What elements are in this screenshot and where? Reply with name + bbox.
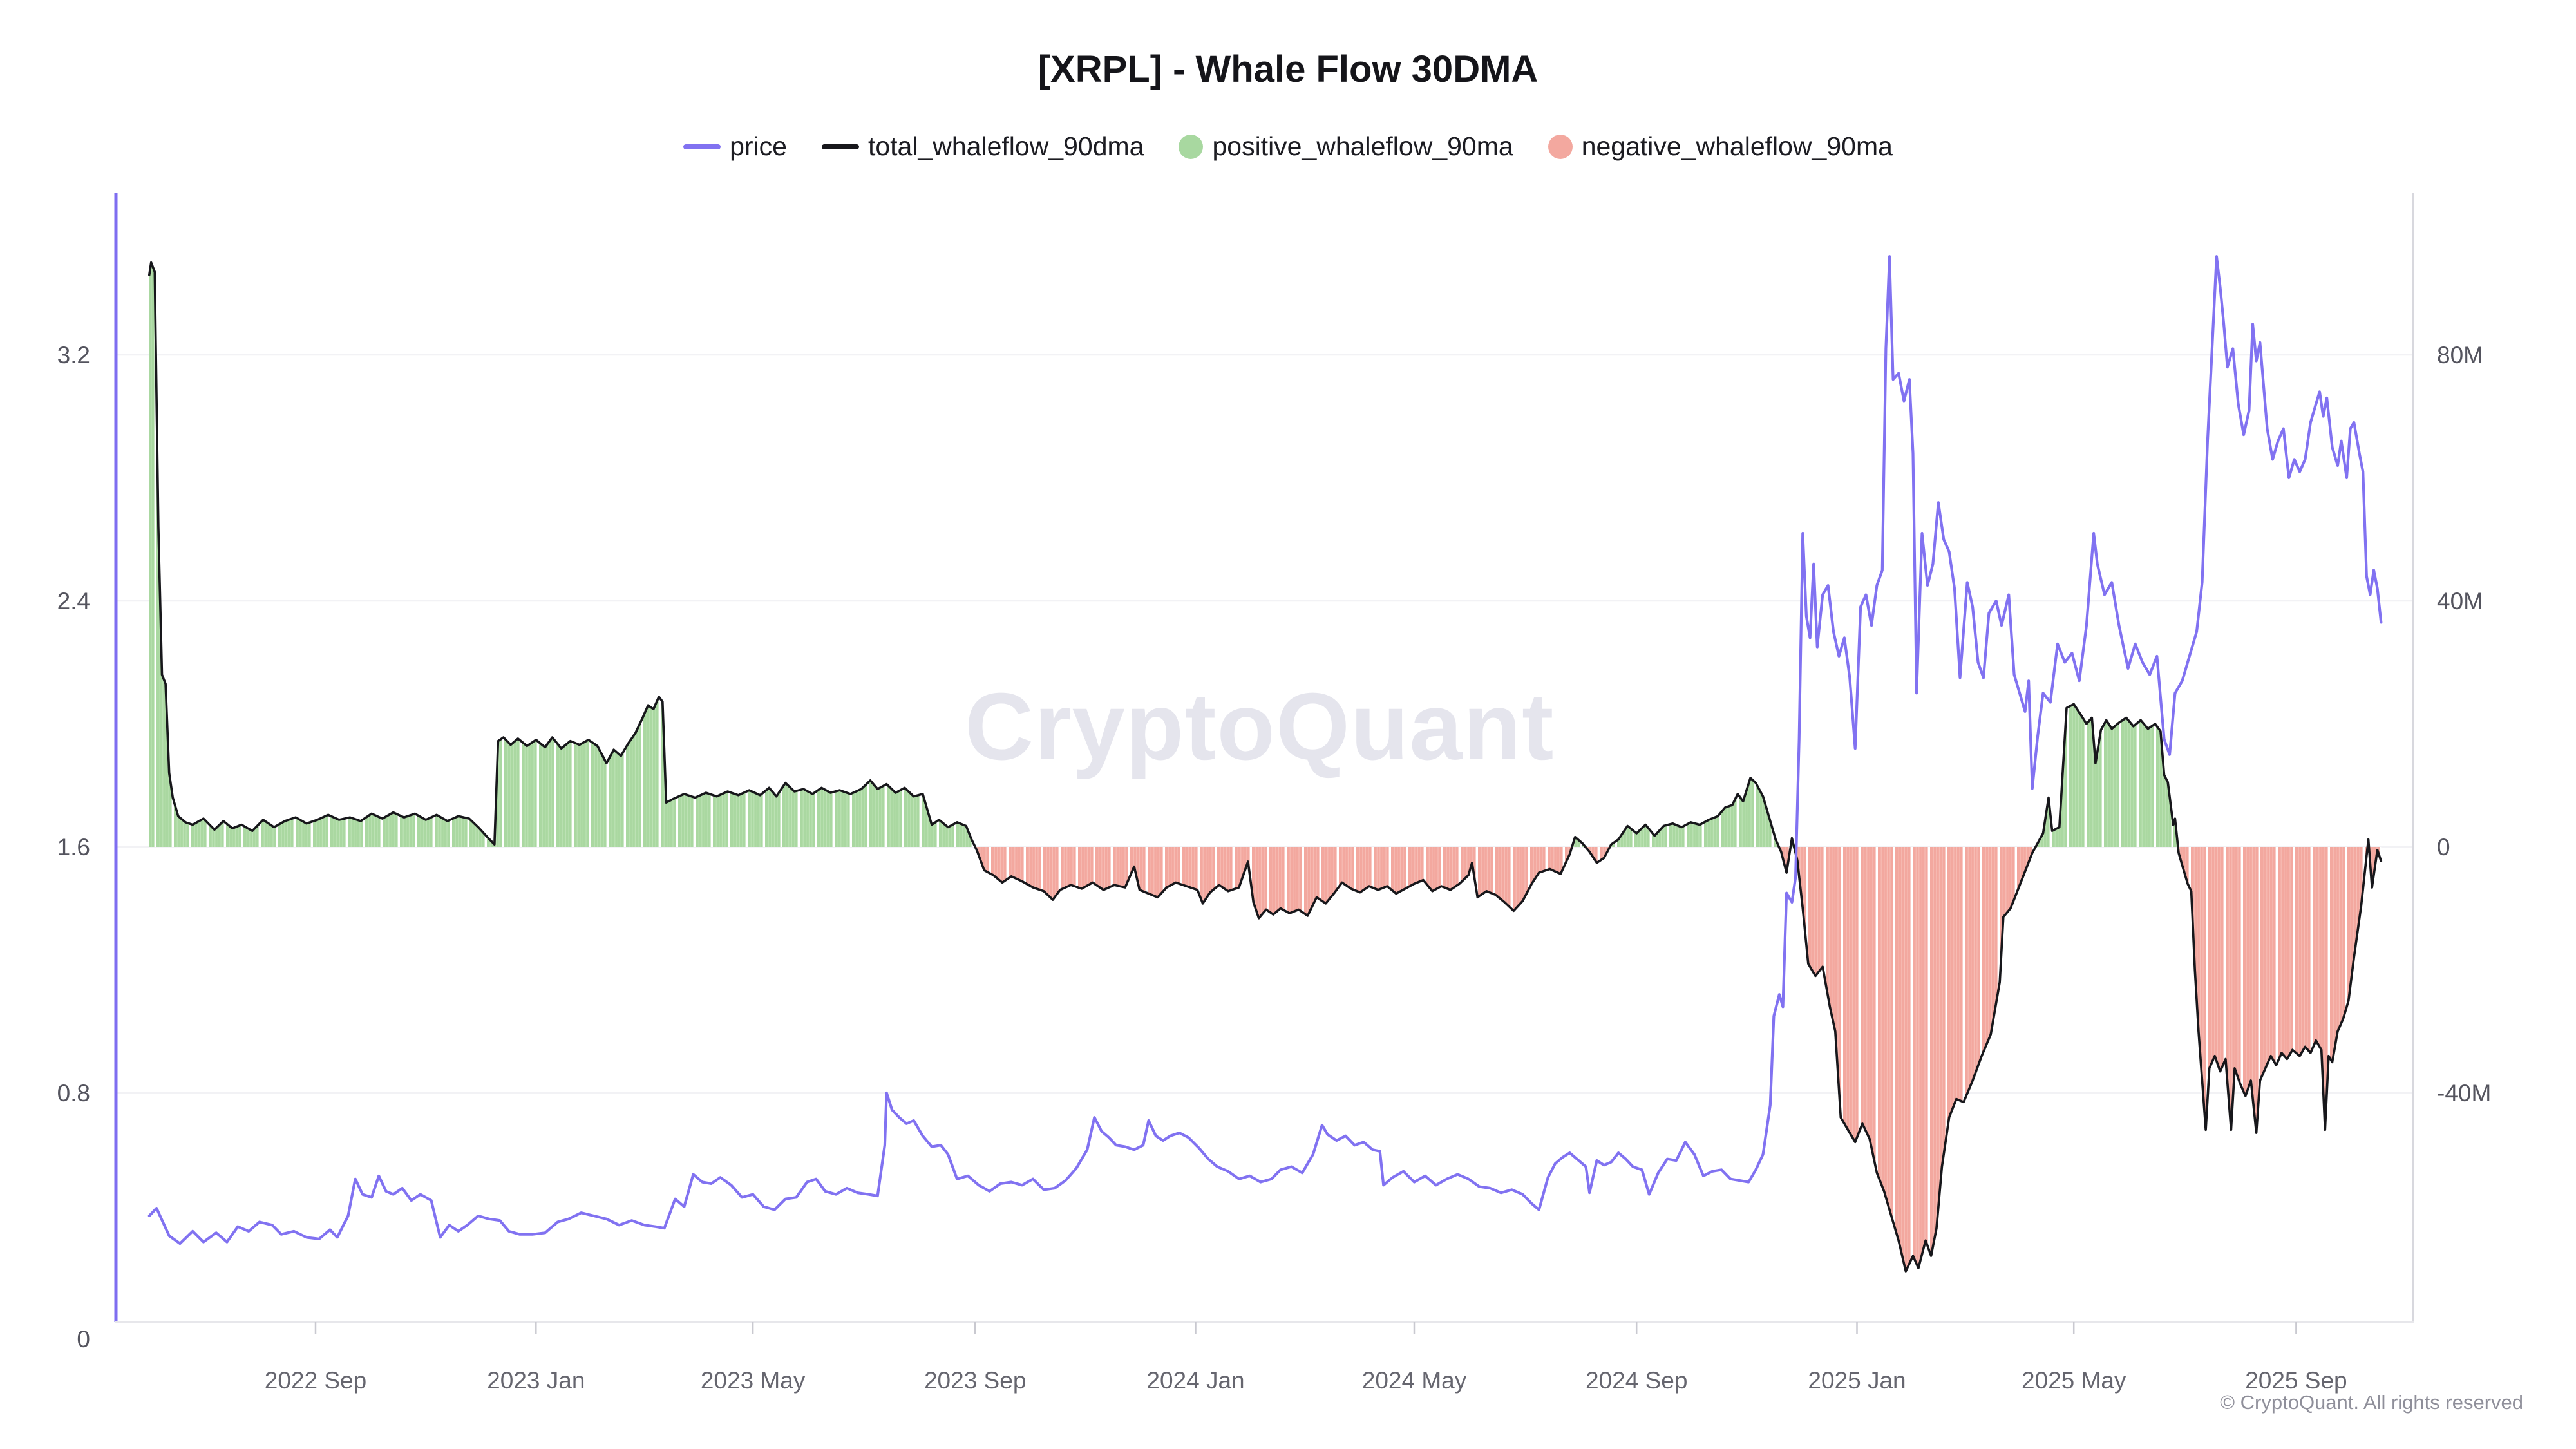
x-axis-tick-label: 2024 May [1362,1367,1467,1394]
legend-item-price[interactable]: price [683,131,787,162]
x-axis-tick-label: 2025 Jan [1808,1367,1906,1394]
x-axis-tick-label: 2023 Sep [924,1367,1026,1394]
right-axis-tick-label: 40M [2437,588,2483,614]
cryptoquant-watermark: CryptoQuant [965,674,1555,780]
positive-whaleflow-dot-marker-icon [1179,134,1204,159]
right-axis-tick-label: 80M [2437,342,2483,368]
x-axis-tick-label: 2024 Jan [1146,1367,1244,1394]
legend-item-total-whaleflow[interactable]: total_whaleflow_90dma [821,131,1144,162]
left-axis-tick-label: 2.4 [57,588,90,614]
legend-item-negative-whaleflow[interactable]: negative_whaleflow_90ma [1548,131,1893,162]
legend: price total_whaleflow_90dma positive_wha… [0,131,2576,162]
right-axis-tick-label: 0 [2437,834,2450,860]
left-axis-tick-label: 3.2 [57,342,90,368]
copyright-notice: © CryptoQuant. All rights reserved [2220,1391,2523,1414]
x-axis-labels: 2022 Sep 2023 Jan 2023 May 2023 Sep 2024 Jan… [265,1367,2347,1394]
legend-label: price [730,131,787,161]
x-axis-tick-label: 2025 Sep [2245,1367,2347,1394]
legend-label: negative_whaleflow_90ma [1581,131,1893,161]
left-axis-tick-label: 1.6 [57,834,90,860]
price-line [147,255,2383,1245]
positive-whaleflow-area [149,262,2382,847]
x-axis-tick-label: 2023 May [701,1367,806,1394]
legend-item-positive-whaleflow[interactable]: positive_whaleflow_90ma [1179,131,1513,162]
total-whaleflow-line [148,261,2383,1273]
chart-title: [XRPL] - Whale Flow 30DMA [1037,48,1539,90]
negative-whaleflow-dot-marker-icon [1548,134,1573,159]
left-axis-tick-label: 0 [77,1326,90,1352]
x-axis-tick-label: 2023 Jan [487,1367,585,1394]
x-axis-ticks [314,1322,2297,1334]
x-axis-tick-label: 2022 Sep [265,1367,366,1394]
price-line-marker-icon [683,144,721,149]
right-axis-labels: -40M 0 40M 80M [2437,342,2491,1106]
left-axis-tick-label: 0.8 [57,1080,90,1106]
negative-whaleflow-area [149,847,2382,1271]
x-axis-tick-label: 2024 Sep [1586,1367,1687,1394]
legend-label: total_whaleflow_90dma [867,131,1144,161]
x-axis-tick-label: 2025 May [2022,1367,2126,1394]
right-axis-tick-label: -40M [2437,1080,2491,1106]
legend-label: positive_whaleflow_90ma [1212,131,1513,161]
total-whaleflow-line-marker-icon [821,144,859,149]
left-axis-labels: 0 0.8 1.6 2.4 3.2 [57,342,90,1352]
